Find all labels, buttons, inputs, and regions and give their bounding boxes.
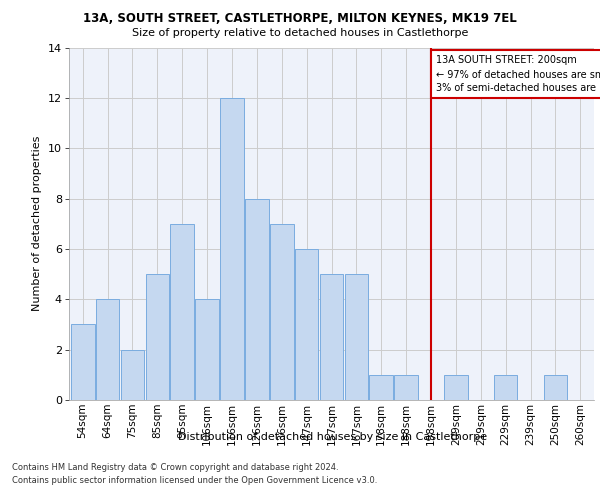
Bar	[146, 274, 169, 400]
Text: 13A SOUTH STREET: 200sqm
← 97% of detached houses are smaller (69)
3% of semi-de: 13A SOUTH STREET: 200sqm ← 97% of detach…	[436, 55, 600, 93]
Bar	[494, 375, 517, 400]
Text: Contains HM Land Registry data © Crown copyright and database right 2024.: Contains HM Land Registry data © Crown c…	[12, 462, 338, 471]
Text: Size of property relative to detached houses in Castlethorpe: Size of property relative to detached ho…	[132, 28, 468, 38]
Bar	[344, 274, 368, 400]
Bar	[220, 98, 244, 400]
Y-axis label: Number of detached properties: Number of detached properties	[32, 136, 43, 312]
Bar	[245, 198, 269, 400]
Bar	[96, 300, 119, 400]
Bar	[270, 224, 293, 400]
Bar	[370, 375, 393, 400]
Bar	[544, 375, 567, 400]
Bar	[195, 300, 219, 400]
Bar	[444, 375, 468, 400]
Bar	[295, 249, 319, 400]
Bar	[121, 350, 144, 400]
Bar	[320, 274, 343, 400]
Bar	[394, 375, 418, 400]
Text: Distribution of detached houses by size in Castlethorpe: Distribution of detached houses by size …	[178, 432, 488, 442]
Text: Contains public sector information licensed under the Open Government Licence v3: Contains public sector information licen…	[12, 476, 377, 485]
Text: 13A, SOUTH STREET, CASTLETHORPE, MILTON KEYNES, MK19 7EL: 13A, SOUTH STREET, CASTLETHORPE, MILTON …	[83, 12, 517, 26]
Bar	[71, 324, 95, 400]
Bar	[170, 224, 194, 400]
